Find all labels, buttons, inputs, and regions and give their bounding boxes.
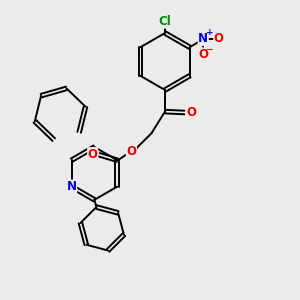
Text: O: O	[214, 32, 224, 45]
Text: N: N	[198, 32, 208, 45]
Text: O: O	[186, 106, 196, 119]
Text: −: −	[206, 44, 213, 53]
Text: O: O	[126, 145, 136, 158]
Text: O: O	[88, 148, 98, 161]
Text: +: +	[206, 28, 213, 37]
Text: N: N	[67, 180, 76, 193]
Text: Cl: Cl	[159, 15, 171, 28]
Text: O: O	[198, 48, 208, 61]
